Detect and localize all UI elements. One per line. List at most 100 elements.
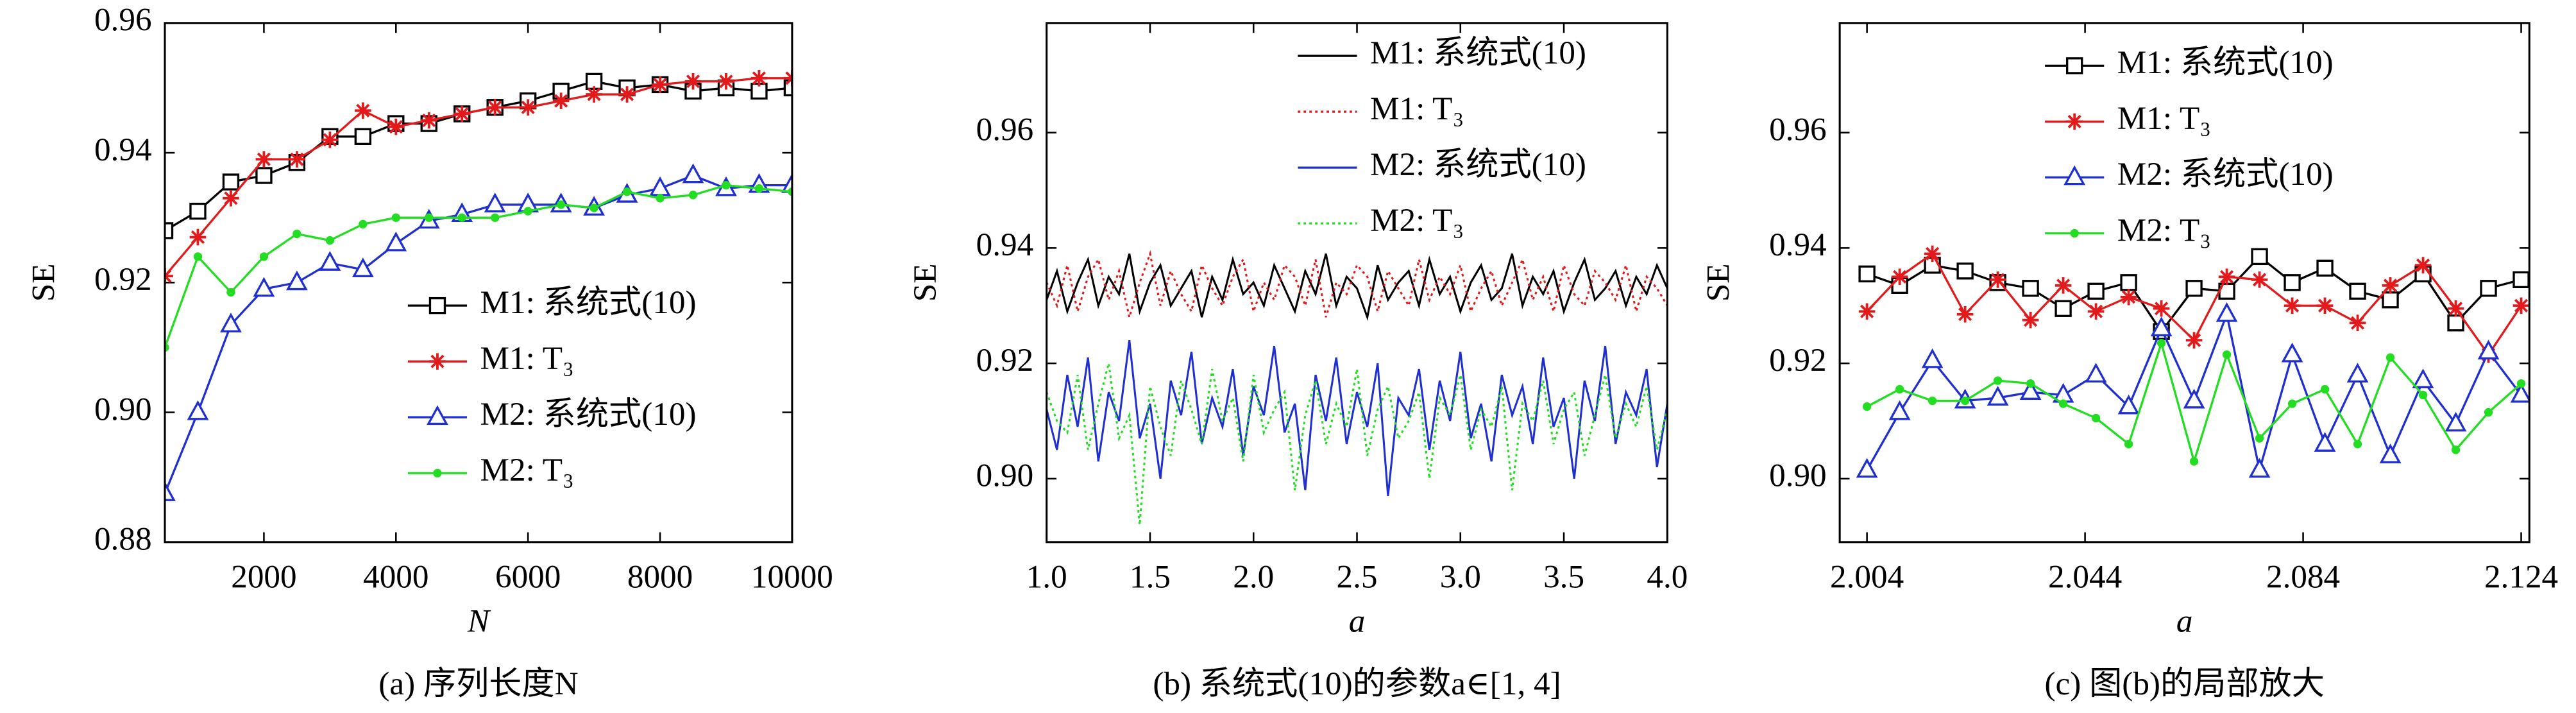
x-tick-label: 8000 (627, 558, 693, 595)
marker (2185, 280, 2203, 297)
marker (754, 184, 764, 193)
marker (1956, 305, 1974, 323)
x-tick-label: 2.084 (2266, 558, 2340, 595)
marker (2255, 434, 2264, 443)
marker (2117, 394, 2140, 415)
marker (2447, 300, 2464, 317)
x-tick-label: 2.124 (2484, 558, 2558, 595)
marker (2447, 314, 2464, 332)
x-tick-label: 1.0 (1026, 558, 1067, 595)
marker (222, 173, 240, 191)
marker (387, 118, 405, 135)
marker (1888, 400, 1911, 420)
marker (2316, 297, 2334, 314)
marker (2251, 248, 2268, 266)
marker (684, 73, 702, 90)
marker (2414, 257, 2432, 274)
legend-label: M1: 系统式(10) (1370, 35, 1586, 71)
marker (718, 73, 734, 90)
marker (2346, 363, 2369, 383)
series-line (165, 184, 792, 348)
y-tick-label: 0.94 (1769, 227, 1827, 263)
legend-marker (2063, 165, 2086, 185)
marker (2055, 277, 2072, 294)
marker (325, 236, 335, 245)
axes-frame (164, 22, 793, 544)
legend-marker (428, 296, 446, 314)
y-axis-label: SE (1700, 263, 1737, 302)
marker (622, 187, 632, 196)
marker (2058, 399, 2068, 408)
marker (2385, 353, 2395, 362)
marker (2189, 457, 2199, 466)
caption: (b) 系统式(10)的参数a∈[1, 4] (1153, 666, 1561, 702)
subplot: 0.88 0.90 0.92 0.94 0.96 2000 4000 6000 8000 1000… (25, 2, 833, 702)
marker (321, 132, 339, 148)
series-line (165, 174, 792, 494)
legend-label: M2: 系统式(10) (480, 396, 697, 433)
marker (2512, 297, 2530, 314)
legend-label: M1: T₃ (2117, 100, 2211, 137)
marker (656, 194, 665, 203)
marker (722, 180, 731, 190)
marker (425, 213, 434, 222)
marker (2516, 379, 2526, 388)
axes-frame (1046, 22, 1668, 544)
y-tick-label: 0.96 (94, 2, 152, 39)
y-tick-label: 0.94 (976, 227, 1034, 263)
marker (193, 252, 203, 261)
marker (2216, 302, 2238, 322)
marker (2087, 282, 2105, 300)
marker (220, 313, 242, 332)
marker (391, 213, 400, 222)
marker (2484, 408, 2493, 417)
marker (1921, 348, 1944, 368)
marker (2120, 288, 2137, 305)
marker (2349, 314, 2366, 332)
x-tick-label: 2.004 (1830, 558, 1904, 595)
marker (2085, 363, 2107, 383)
marker (552, 92, 570, 109)
marker (1895, 384, 1904, 394)
marker (652, 76, 668, 93)
marker (2026, 379, 2035, 388)
marker (2153, 300, 2170, 317)
y-tick-label: 0.88 (94, 521, 152, 558)
marker (226, 288, 235, 297)
marker (1989, 271, 2006, 288)
marker (2349, 282, 2366, 300)
marker (2022, 280, 2039, 297)
legend-label: M2: 系统式(10) (1370, 146, 1586, 183)
marker (2284, 274, 2301, 291)
marker (1960, 396, 1970, 406)
marker (2284, 297, 2301, 314)
marker (2445, 411, 2467, 432)
marker (2120, 274, 2137, 291)
y-tick-label: 0.90 (976, 458, 1034, 494)
plot-area (165, 69, 792, 501)
marker (453, 105, 471, 123)
x-tick-label: 3.5 (1543, 558, 1584, 595)
x-tick-label: 10000 (751, 558, 833, 595)
plot-area (1046, 250, 1668, 525)
x-tick-label: 2.5 (1337, 558, 1378, 595)
marker (255, 151, 273, 168)
x-tick-label: 2000 (231, 558, 296, 595)
marker (385, 231, 407, 252)
marker (189, 202, 207, 220)
marker (2055, 300, 2072, 317)
y-tick-label: 0.90 (94, 391, 152, 427)
marker (2185, 332, 2203, 348)
marker (2087, 303, 2105, 320)
marker (2353, 440, 2362, 449)
series-line (1046, 253, 1668, 321)
marker (2320, 384, 2330, 394)
marker (2418, 390, 2428, 400)
marker (253, 277, 275, 297)
marker (355, 102, 371, 119)
marker (781, 173, 792, 193)
legend-label: M1: 系统式(10) (480, 284, 697, 321)
marker (2124, 440, 2133, 449)
marker (420, 112, 437, 129)
